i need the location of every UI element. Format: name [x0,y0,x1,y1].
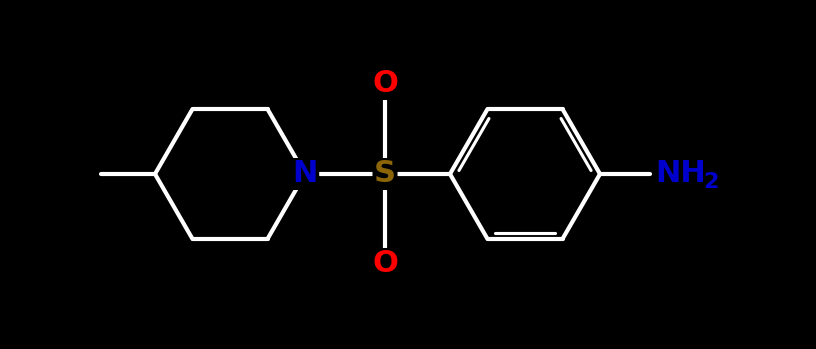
Text: NH: NH [655,159,706,188]
Text: O: O [372,69,398,98]
Text: S: S [374,159,396,188]
Text: O: O [372,250,398,279]
Text: 2: 2 [703,172,718,192]
Text: N: N [292,159,317,188]
